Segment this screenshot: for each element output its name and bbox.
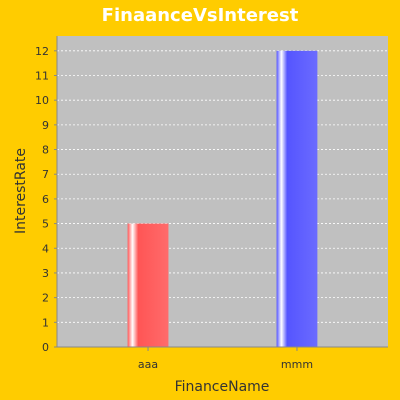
plot-area <box>57 36 388 347</box>
y-tick-label: 12 <box>35 45 49 58</box>
x-tick-label: aaa <box>138 358 158 371</box>
y-tick-label: 8 <box>42 144 49 157</box>
y-tick-label: 7 <box>42 168 49 181</box>
x-tick-label: mmm <box>281 358 313 371</box>
x-axis-ticks: aaa mmm <box>138 347 313 371</box>
y-tick-label: 1 <box>42 316 49 329</box>
y-tick-label: 10 <box>35 94 49 107</box>
y-tick-label: 3 <box>42 267 49 280</box>
x-axis-label: FinanceName <box>175 379 270 395</box>
y-tick-label: 0 <box>42 341 49 354</box>
y-axis-label: InterestRate <box>13 148 29 234</box>
y-tick-label: 5 <box>42 218 49 231</box>
y-tick-label: 4 <box>42 242 49 255</box>
chart-title: FinaanceVsInterest <box>102 5 299 26</box>
gridlines <box>57 50 388 323</box>
y-tick-label: 11 <box>35 69 49 82</box>
y-tick-label: 9 <box>42 119 49 132</box>
bar-mmm <box>276 50 318 348</box>
y-tick-label: 2 <box>42 292 49 305</box>
bars <box>127 50 318 348</box>
bar-aaa <box>127 223 169 347</box>
y-tick-label: 6 <box>42 193 49 206</box>
